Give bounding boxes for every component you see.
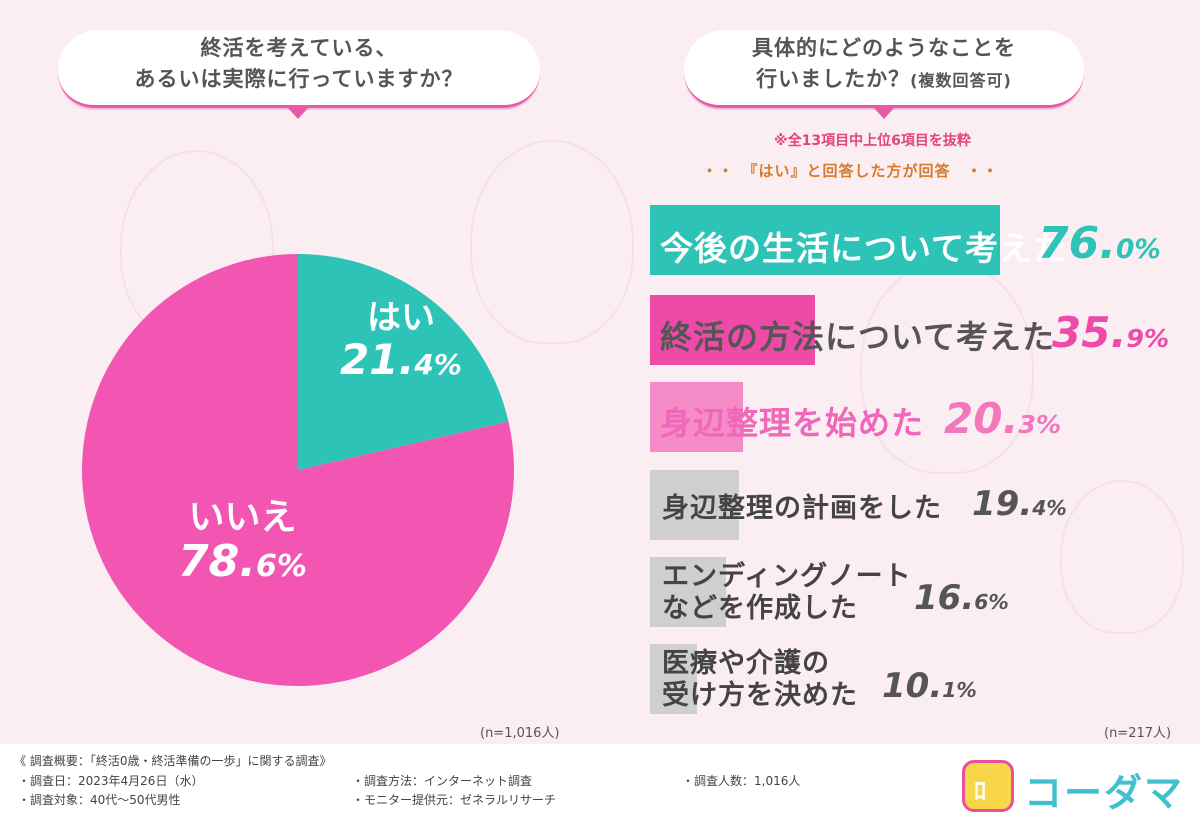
bar-6 [650,644,697,714]
logo-text: コーダマ [1024,771,1185,815]
right-question-bubble: 具体的にどのようなことを 行いましたか？(複数回答可) [684,30,1084,108]
respondents-note: ・・ 『はい』と回答した方が回答 ・・ [702,162,999,180]
pie-value-no: 78.6% [178,536,307,587]
bar-2 [650,295,816,365]
bar-3-value: 20.3% [944,394,1062,443]
pie-chart [82,254,514,686]
logo-icon: ﾛ [962,760,1014,812]
bar-6-value: 10.1% [882,666,977,706]
bar-4-value: 19.4% [972,484,1067,524]
footer-method: ・調査方法：インターネット調査 [352,774,533,788]
left-bubble-arrow [288,108,308,119]
bar-1-value: 76.0% [1038,218,1161,269]
bar-2-value: 35.9% [1052,308,1170,357]
pie-slice-yes [298,254,509,470]
bar-5-value: 16.6% [914,578,1009,618]
bar-1 [650,205,1000,275]
bar-5-label: エンディングノート などを作成した [662,561,912,624]
bar-sample-size: (n=217人) [1104,726,1172,741]
background-balloon [470,140,634,344]
left-question-line1: 終活を考えている、 [200,36,398,60]
footer-target: ・調査対象：40代～50代男性 [18,793,181,807]
pie-label-yes-text: はい [366,298,435,338]
pie-slice-no [82,254,514,686]
bar-4-label: 身辺整理の計画をした [662,493,942,524]
left-question-bubble: 終活を考えている、 あるいは実際に行っていますか？ [58,30,540,108]
bar-3-label: 身辺整理を始めた [660,404,925,442]
bar-4 [650,470,740,540]
pie-label-no: いいえ 78.6% [178,488,307,587]
pie-sample-size: (n=1,016人) [480,726,560,741]
footer-date: ・調査日：2023年4月26日（水） [18,774,204,788]
left-question-line2: あるいは実際に行っていますか？ [134,67,464,91]
bar-6-label: 医療や介護の 受け方を決めた [662,648,858,711]
footer-count: ・調査人数：1,016人 [682,774,801,788]
bar-1-label: 今後の生活について考えた [660,229,1068,268]
pie-value-yes: 21.4% [340,335,462,384]
bar-5 [650,557,727,627]
extract-note: ※全13項目中上位6項目を抜粋 [774,133,971,149]
footer-provider: ・モニター提供元：ゼネラルリサーチ [352,793,557,807]
pie-label-no-text: いいえ [188,497,297,538]
right-question-line2: 行いましたか？(複数回答可) [756,67,1012,91]
pie-label-yes: はい 21.4% [340,290,462,384]
bar-2-label: 終活の方法について考えた [660,318,1056,356]
right-bubble-arrow [874,108,894,119]
right-question-line1: 具体的にどのようなことを [752,36,1016,60]
footer-overview: 《 調査概要：「終活0歳・終活準備の一歩」に関する調査》 [14,754,332,768]
bar-3 [650,382,744,452]
background-balloon [1060,480,1184,634]
